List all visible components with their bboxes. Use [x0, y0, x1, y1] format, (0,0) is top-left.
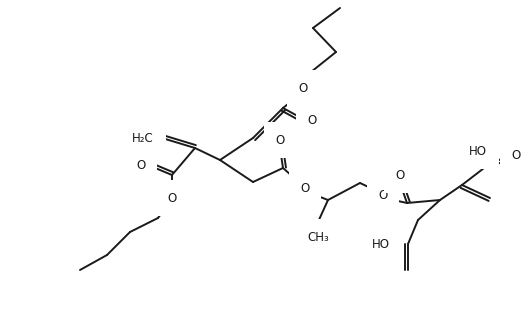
- Text: CH₃: CH₃: [307, 231, 329, 244]
- Text: HO: HO: [372, 238, 390, 251]
- Text: O: O: [301, 182, 310, 194]
- Text: O: O: [395, 168, 404, 182]
- Text: O: O: [378, 188, 387, 202]
- Text: O: O: [511, 148, 520, 162]
- Text: O: O: [276, 134, 285, 147]
- Text: O: O: [167, 192, 176, 204]
- Text: O: O: [136, 158, 146, 172]
- Text: HO: HO: [469, 145, 487, 157]
- Text: H₂C: H₂C: [132, 131, 154, 145]
- Text: O: O: [307, 113, 316, 127]
- Text: O: O: [298, 81, 307, 94]
